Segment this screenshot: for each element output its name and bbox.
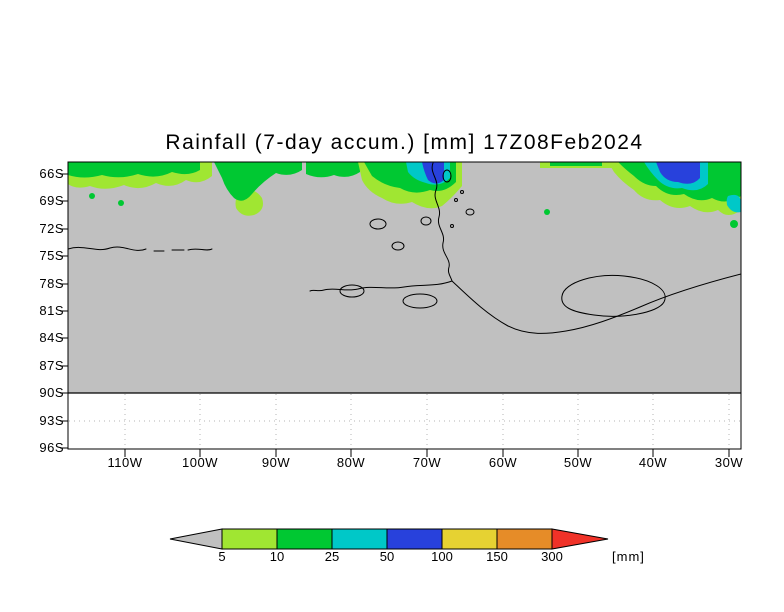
y-tick-label: 69S (39, 193, 64, 208)
colorbar-label: 10 (269, 549, 285, 564)
y-tick-label: 81S (39, 303, 64, 318)
colorbar-segment (496, 528, 553, 550)
rain-patch-green (214, 162, 302, 201)
x-tick-label: 40W (638, 455, 668, 470)
colorbar-arrow-right (551, 528, 609, 550)
colorbar-label: 50 (379, 549, 395, 564)
rain-patch-blue (656, 162, 700, 184)
plot-frame (67, 161, 742, 450)
rain-patch-green (550, 162, 602, 166)
colorbar-segment (221, 528, 278, 550)
x-tick-label: 30W (714, 455, 744, 470)
x-tick-label: 110W (107, 455, 143, 470)
colorbar-segment (331, 528, 388, 550)
y-tick-label: 96S (39, 440, 64, 455)
rain-patch-green (306, 162, 360, 178)
y-tick-label: 72S (39, 221, 64, 236)
colorbar-segment (276, 528, 333, 550)
colorbar-label: 5 (218, 549, 226, 564)
y-tick-label: 75S (39, 248, 64, 263)
colorbar-label: 300 (541, 549, 563, 564)
colorbar-units-label: [mm] (612, 549, 645, 564)
gridlines-dotted (69, 394, 740, 448)
lat-ticks (60, 173, 68, 449)
y-tick-label: 78S (39, 276, 64, 291)
map-clip-group (68, 162, 741, 393)
lon-ticks (124, 449, 730, 457)
rain-specks (89, 193, 738, 228)
rain-patch-cyan (726, 194, 741, 213)
y-tick-label: 66S (39, 166, 64, 181)
colorbar-segment (386, 528, 443, 550)
colorbar-label: 25 (324, 549, 340, 564)
colorbar-segment (441, 528, 498, 550)
colorbar (169, 528, 609, 550)
chart-title: Rainfall (7-day accum.) [mm] 17Z08Feb202… (165, 131, 644, 154)
colorbar-label: 100 (431, 549, 453, 564)
x-tick-label: 50W (563, 455, 593, 470)
y-tick-label: 93S (39, 413, 64, 428)
x-tick-label: 80W (336, 455, 366, 470)
y-tick-label: 90S (39, 385, 64, 400)
coastline (68, 162, 741, 334)
x-tick-label: 90W (261, 455, 291, 470)
x-tick-label: 100W (182, 455, 218, 470)
y-tick-label: 84S (39, 330, 64, 345)
x-tick-label: 60W (488, 455, 518, 470)
y-tick-label: 87S (39, 358, 64, 373)
x-tick-label: 70W (412, 455, 442, 470)
rain-patch-green (68, 162, 200, 178)
colorbar-label: 150 (486, 549, 508, 564)
colorbar-arrow-left (169, 528, 223, 550)
